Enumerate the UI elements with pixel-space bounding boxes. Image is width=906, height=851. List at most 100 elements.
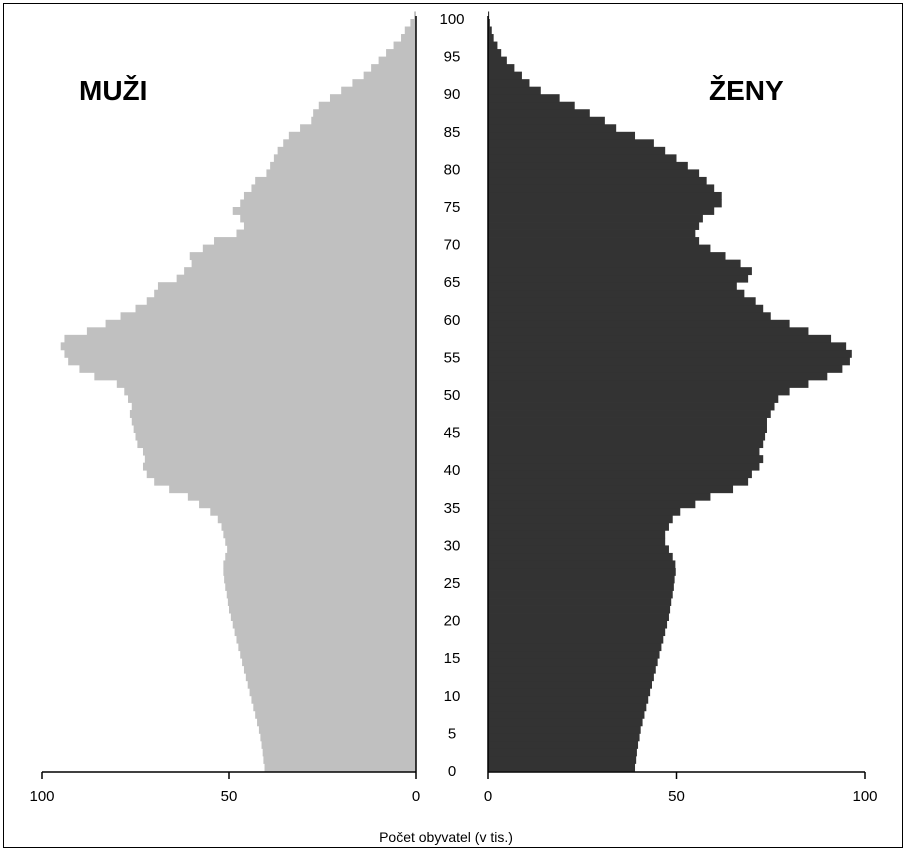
age-tick-label-60: 60	[444, 312, 461, 329]
bar-male-age-37	[169, 485, 416, 494]
bar-female-age-21	[488, 605, 671, 614]
bar-male-age-2	[262, 748, 416, 757]
bar-male-age-82	[277, 146, 416, 155]
bar-female-age-49	[488, 395, 779, 403]
series-label-female: ŽENY	[709, 75, 784, 106]
bar-female-age-45	[488, 425, 767, 433]
bar-female-age-68	[488, 252, 726, 261]
bar-female-age-4	[488, 733, 640, 742]
bar-female-age-72	[488, 222, 700, 230]
male-value-label-100: 100	[29, 788, 54, 805]
male-bars	[60, 11, 417, 772]
bar-male-age-24	[225, 583, 416, 591]
bar-female-age-36	[488, 492, 711, 501]
bar-female-age-22	[488, 598, 672, 606]
bar-male-age-98	[404, 26, 416, 35]
bar-male-age-92	[363, 71, 416, 80]
bar-male-age-59	[105, 319, 416, 328]
female-value-label-50: 50	[668, 788, 685, 805]
bar-female-age-89	[488, 94, 560, 103]
bar-female-age-81	[488, 154, 677, 163]
bar-male-age-76	[243, 191, 416, 200]
age-tick-label-15: 15	[444, 650, 461, 667]
bar-male-age-100	[414, 11, 416, 20]
age-tick-label-45: 45	[444, 425, 461, 442]
bar-male-age-33	[217, 515, 416, 524]
bar-male-age-48	[131, 402, 416, 411]
bar-male-age-63	[154, 289, 416, 298]
bar-female-age-31	[488, 530, 666, 539]
value-axis-labels: 100 50 0 0 50 100	[29, 788, 877, 805]
bar-male-age-88	[318, 101, 416, 110]
bar-male-age-83	[283, 139, 416, 148]
age-tick-label-55: 55	[444, 349, 461, 366]
bar-male-age-34	[210, 507, 416, 516]
age-tick-label-0: 0	[448, 763, 456, 780]
bar-male-age-67	[191, 259, 416, 268]
bar-female-age-93	[488, 64, 515, 73]
bar-female-age-42	[488, 447, 760, 456]
bar-female-age-25	[488, 575, 675, 584]
bar-female-age-40	[488, 462, 760, 471]
bar-female-age-77	[488, 184, 715, 193]
bar-female-age-3	[488, 740, 639, 749]
bar-female-age-48	[488, 402, 775, 411]
bar-female-age-37	[488, 485, 734, 494]
bar-female-age-65	[488, 274, 749, 283]
bar-female-age-80	[488, 161, 688, 170]
bar-female-age-70	[488, 237, 700, 245]
age-tick-label-85: 85	[444, 124, 461, 141]
bar-male-age-41	[144, 455, 416, 464]
bar-male-age-78	[255, 176, 416, 185]
bar-male-age-16	[238, 643, 416, 652]
bar-female-age-75	[488, 199, 722, 208]
bar-female-age-94	[488, 56, 507, 65]
bar-male-age-1	[263, 755, 416, 764]
bar-male-age-26	[223, 567, 416, 576]
bar-female-age-55	[488, 349, 852, 358]
bar-female-age-66	[488, 267, 752, 276]
bar-female-age-20	[488, 613, 669, 621]
bar-female-age-16	[488, 643, 662, 652]
age-tick-label-75: 75	[444, 199, 461, 216]
bar-female-age-47	[488, 410, 771, 418]
bar-male-age-6	[257, 718, 416, 727]
bar-female-age-63	[488, 289, 745, 298]
bar-male-age-32	[221, 522, 416, 531]
x-axis-title: Počet obyvatel (v tis.)	[379, 829, 513, 845]
bar-male-age-21	[229, 605, 416, 614]
bar-female-age-28	[488, 552, 673, 561]
age-tick-label-30: 30	[444, 537, 461, 554]
bar-female-age-74	[488, 207, 715, 215]
bar-male-age-14	[242, 658, 416, 667]
bar-male-age-20	[230, 613, 416, 621]
age-tick-label-90: 90	[444, 86, 461, 103]
age-tick-label-65: 65	[444, 274, 461, 291]
bar-male-age-58	[86, 327, 416, 336]
bar-male-age-75	[240, 199, 416, 208]
age-tick-label-100: 100	[439, 11, 464, 28]
bar-female-age-91	[488, 79, 530, 88]
bar-female-age-12	[488, 673, 654, 682]
bar-female-age-97	[488, 34, 494, 42]
age-tick-label-70: 70	[444, 237, 461, 254]
bar-female-age-0	[488, 763, 636, 772]
bar-male-age-13	[243, 665, 416, 674]
bar-female-age-38	[488, 477, 749, 486]
bar-female-age-35	[488, 500, 696, 509]
bar-male-age-11	[247, 680, 416, 689]
bar-male-age-87	[313, 109, 416, 118]
bar-male-age-30	[225, 537, 416, 546]
bar-male-age-97	[401, 34, 416, 42]
female-value-label-100: 100	[852, 788, 877, 805]
bar-female-age-73	[488, 214, 703, 223]
bar-male-age-40	[142, 462, 417, 471]
bar-female-age-85	[488, 124, 617, 133]
bar-male-age-15	[240, 650, 416, 659]
bar-male-age-44	[135, 432, 416, 441]
bar-female-age-57	[488, 334, 832, 343]
bar-male-age-68	[189, 252, 416, 261]
bar-female-age-67	[488, 259, 741, 268]
bar-female-age-58	[488, 327, 809, 336]
bar-female-age-2	[488, 748, 637, 757]
